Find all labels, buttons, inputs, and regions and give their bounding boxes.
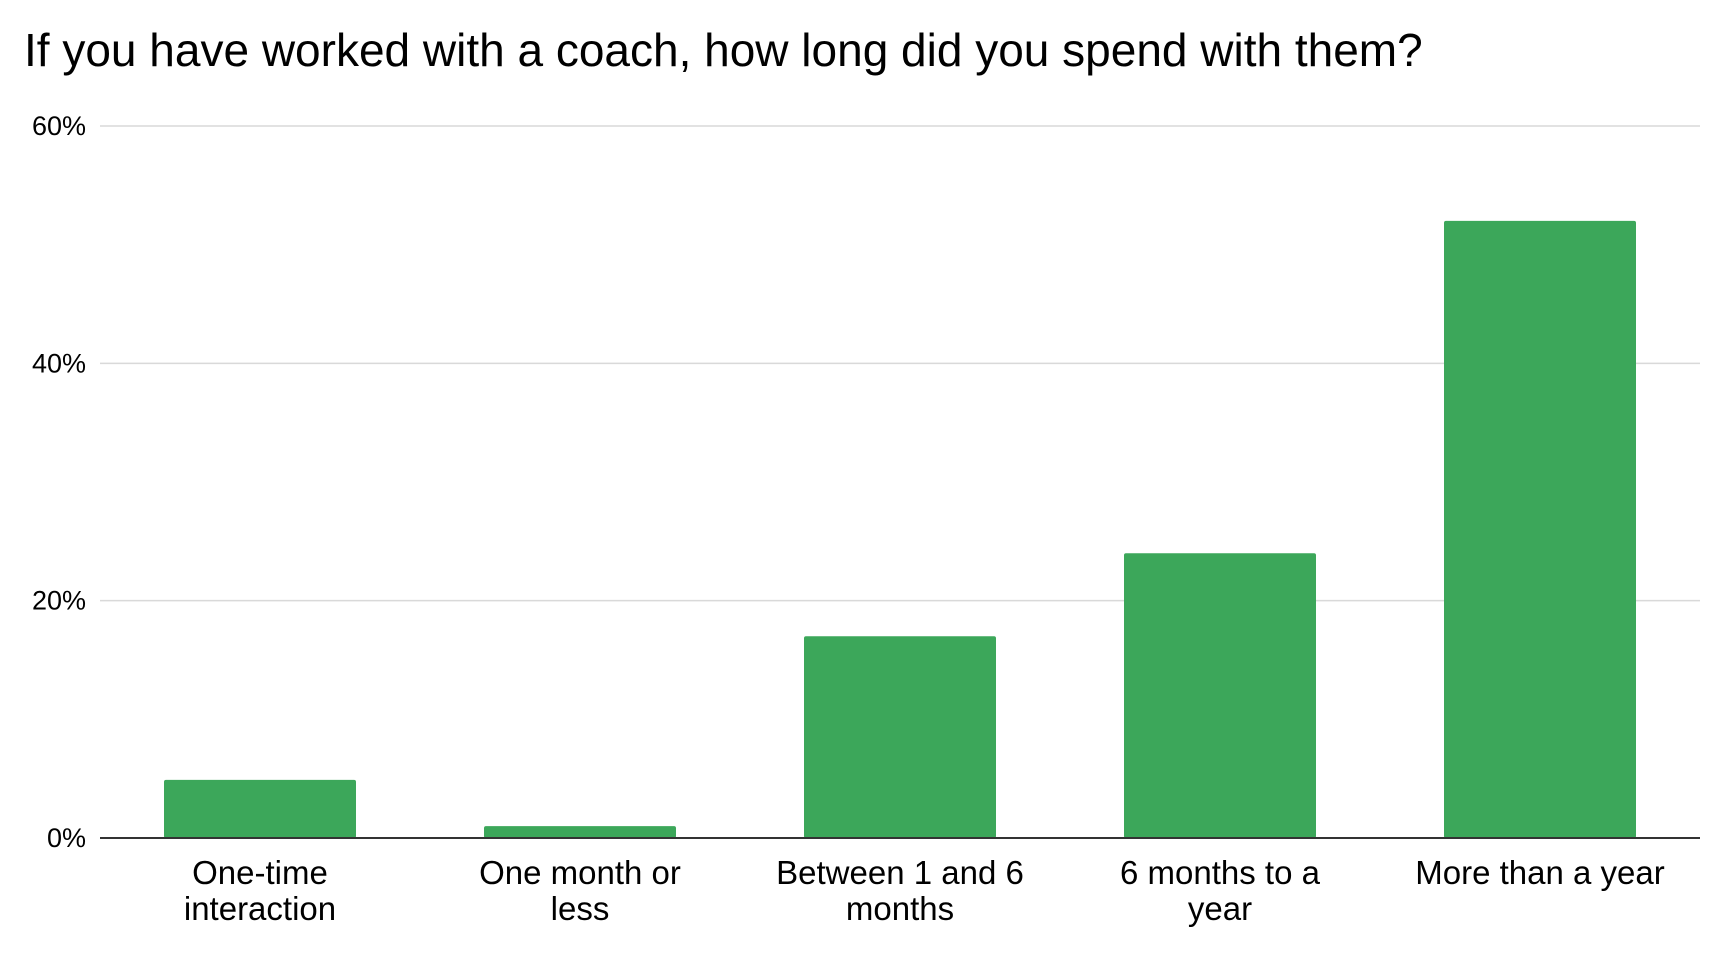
- x-tick-label: More than a year: [1415, 854, 1664, 891]
- y-tick-label: 20%: [32, 586, 86, 616]
- bar: [1444, 220, 1636, 838]
- x-tick-label: One month or less: [479, 854, 681, 927]
- y-tick-label: 60%: [32, 111, 86, 141]
- gridlines: [100, 125, 1700, 602]
- bar: [804, 636, 996, 838]
- bar: [164, 779, 356, 838]
- y-tick-label: 0%: [47, 823, 86, 853]
- y-axis-tick-labels: 0% 20% 40% 60%: [32, 111, 86, 853]
- x-tick-label: Between 1 and 6 months: [776, 854, 1024, 927]
- bars: [164, 220, 1636, 838]
- x-tick-label: 6 months to a year: [1120, 854, 1321, 927]
- bar: [484, 826, 676, 838]
- x-tick-label: One-time interaction: [184, 854, 336, 927]
- bar: [1124, 553, 1316, 838]
- x-axis-tick-labels: One-time interaction One month or less Betwe…: [184, 854, 1665, 927]
- chart-title: If you have worked with a coach, how lon…: [24, 24, 1423, 76]
- y-tick-label: 40%: [32, 348, 86, 378]
